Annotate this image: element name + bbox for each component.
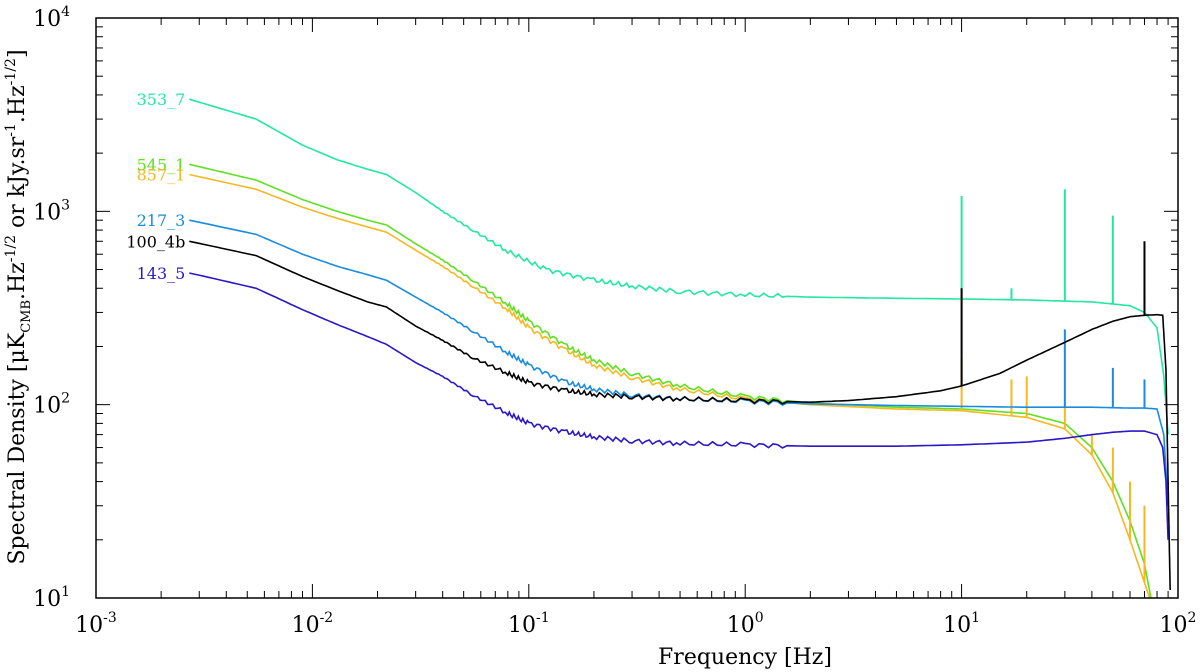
- x-tick-label: 10-3: [75, 610, 117, 638]
- series-line-353_7: [189, 98, 1169, 435]
- series-layer: [189, 98, 1171, 598]
- y-tick-label: 101: [33, 584, 70, 612]
- x-tick-label: 10-1: [508, 610, 550, 638]
- series-line-217_3: [189, 219, 1169, 506]
- x-tick-label: 101: [943, 610, 980, 638]
- series-label-217_3: 217_3: [137, 211, 186, 230]
- series-label-545_1: 545_1: [137, 155, 186, 174]
- x-tick-label: 10-2: [292, 610, 334, 638]
- x-axis-title: Frequency [Hz]: [658, 645, 832, 670]
- series-label-353_7: 353_7: [137, 90, 186, 109]
- series-line-857_1: [189, 173, 1151, 598]
- y-tick-label: 103: [33, 197, 70, 225]
- x-tick-label: 102: [1160, 610, 1197, 638]
- series-line-545_1: [189, 163, 1152, 598]
- series-line-100_4b: [189, 240, 1171, 591]
- x-tick-label: 100: [727, 610, 764, 638]
- y-tick-label: 104: [33, 4, 70, 32]
- y-tick-label: 102: [33, 391, 70, 419]
- series-line-143_5: [189, 272, 1169, 540]
- series-label-100_4b: 100_4b: [126, 232, 185, 251]
- series-label-143_5: 143_5: [137, 264, 186, 283]
- tick-labels-layer: 10-3 10-2 10-1 100 101 102 101 102 103 104: [33, 4, 1196, 638]
- y-axis-title: Spectral Density [μKCMB.Hz-1/2 or kJy.sr…: [3, 49, 34, 564]
- ticks-layer: [95, 17, 1179, 599]
- plot-frame: [95, 17, 1179, 599]
- series-label-857_1: 857_1: [137, 166, 186, 185]
